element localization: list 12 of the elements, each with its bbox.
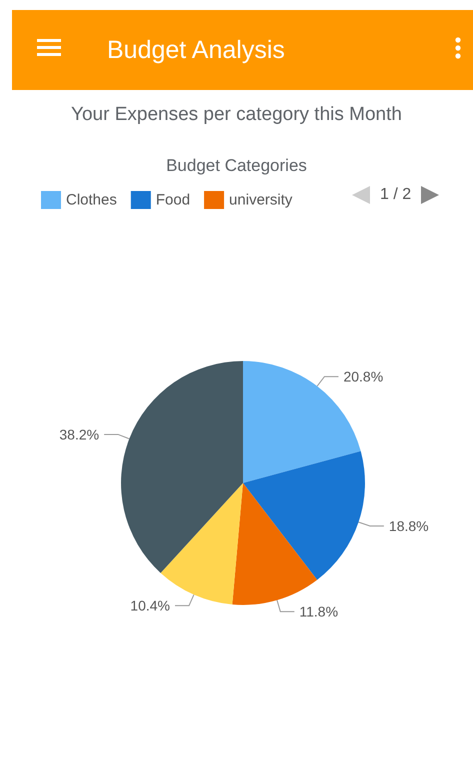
data-label: 20.8% bbox=[343, 368, 384, 385]
legend-label: Clothes bbox=[66, 192, 117, 208]
legend-label: university bbox=[229, 192, 293, 208]
chart-subtitle: Your Expenses per category this Month bbox=[71, 104, 402, 125]
text: 1 / 2 bbox=[380, 186, 412, 204]
legend-label: Food bbox=[156, 192, 190, 208]
data-label: 10.4% bbox=[130, 598, 170, 614]
data-label: 11.8% bbox=[299, 604, 338, 620]
data-label: 38.2% bbox=[59, 426, 100, 442]
chart-title: Budget Analysis bbox=[107, 36, 285, 65]
legend-title: Budget Categories bbox=[166, 156, 307, 175]
data-label: 18.8% bbox=[388, 518, 429, 534]
